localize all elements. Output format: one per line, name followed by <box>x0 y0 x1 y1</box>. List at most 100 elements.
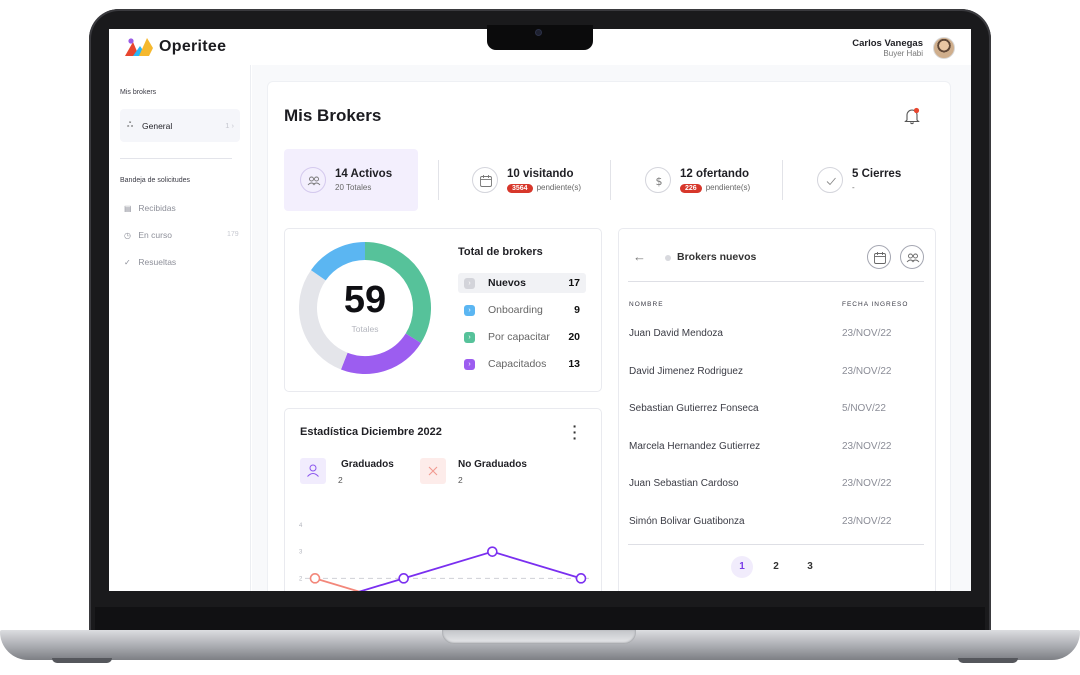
divider <box>628 544 924 545</box>
users-button[interactable] <box>900 245 924 269</box>
laptop-foot <box>52 658 112 663</box>
y-tick-label: 2 <box>299 576 303 582</box>
data-point[interactable] <box>575 573 587 584</box>
laptop-groove <box>442 630 636 644</box>
sidebar-item-general[interactable]: ஃ General 1 › <box>120 109 240 142</box>
stat-subtitle: 226 pendiente(s) <box>680 183 750 193</box>
y-tick-label: 4 <box>299 523 303 529</box>
data-point[interactable] <box>309 573 321 584</box>
users-icon: ஃ <box>127 120 134 129</box>
legend-value: 17 <box>568 277 580 289</box>
user-role: Buyer Habi <box>883 49 923 58</box>
calendar-icon <box>874 252 886 264</box>
page-button-2[interactable]: 2 <box>773 561 779 572</box>
avatar[interactable] <box>933 37 955 59</box>
data-point[interactable] <box>398 573 409 584</box>
divider <box>628 281 924 282</box>
divider <box>438 160 439 200</box>
users-icon <box>300 167 326 193</box>
clock-icon: ◷ <box>124 231 131 240</box>
stat-activos[interactable]: 14 Activos 20 Totales <box>284 149 418 211</box>
sidebar-section-title: Mis brokers <box>120 89 157 96</box>
table-row-date: 23/NOV/22 <box>842 328 892 339</box>
check-icon: ✓ <box>124 258 131 267</box>
series-line-no-graduados <box>314 577 361 591</box>
no-graduados-value: 2 <box>458 475 463 485</box>
column-header-fecha: FECHA INGRESO <box>842 301 909 308</box>
data-point[interactable] <box>487 546 498 557</box>
no-graduados-label: No Graduados <box>458 459 527 470</box>
y-tick-label: 3 <box>299 550 303 556</box>
brokers-nuevos-title: Brokers nuevos <box>677 251 757 263</box>
page-title: Mis Brokers <box>284 106 382 125</box>
dollar-icon: $ <box>645 167 671 193</box>
calendar-button[interactable] <box>867 245 891 269</box>
back-arrow-icon[interactable]: ← <box>633 249 646 264</box>
graduate-icon <box>300 458 326 484</box>
donut-total-label: Totales <box>351 324 379 334</box>
app-header: Operitee Carlos Vanegas Buyer Habi <box>109 29 971 65</box>
calendar-icon <box>472 167 498 193</box>
stat-cierres[interactable]: 5 Cierres - <box>801 149 941 211</box>
donut-segment-nuevos <box>299 270 348 370</box>
donut-segment-capacitados <box>340 333 421 374</box>
legend-label: Onboarding <box>488 304 543 316</box>
laptop-foot <box>958 658 1018 663</box>
table-row-date: 23/NOV/22 <box>842 478 892 490</box>
document-icon: ▤ <box>124 204 132 213</box>
check-icon <box>817 167 843 193</box>
stat-ofertando[interactable]: $ 12 ofertando 226 pendiente(s) <box>629 149 779 211</box>
page-button-1[interactable]: 1 <box>731 556 753 578</box>
estadistica-title: Estadística Diciembre 2022 <box>300 426 442 438</box>
donut-chart <box>299 242 431 374</box>
sidebar-item-count: 1 › <box>225 121 234 130</box>
stat-title: 12 ofertando <box>680 168 750 180</box>
stat-subtitle: - <box>852 183 855 192</box>
more-options-icon[interactable]: · · · <box>572 418 578 446</box>
stat-title: 14 Activos <box>335 168 393 180</box>
legend-label: Por capacitar <box>488 331 550 343</box>
graduados-label: Graduados <box>341 459 394 470</box>
legend-item-nuevos[interactable]: › Nuevos 17 <box>458 273 586 293</box>
close-icon <box>420 458 446 484</box>
table-row-name[interactable]: Juan David Mendoza <box>629 328 723 339</box>
pending-badge: 226 <box>680 184 702 193</box>
brand-name: Operitee <box>159 38 227 55</box>
sidebar-item-resueltas[interactable]: ✓ Resueltas <box>124 257 177 267</box>
stat-subtitle: 20 Totales <box>335 183 372 192</box>
logo-icon <box>125 38 153 56</box>
stat-visitando[interactable]: 10 visitando 3564 pendiente(s) <box>456 149 606 211</box>
table-row-name[interactable]: Juan Sebastian Cardoso <box>629 478 739 490</box>
legend-item-capacitados[interactable]: › Capacitados 13 <box>458 354 586 374</box>
stat-subtitle: 3564 pendiente(s) <box>507 183 581 193</box>
table-row-name[interactable]: Simón Bolivar Guatibonza <box>629 516 745 527</box>
chevron-right-icon: › <box>464 332 475 343</box>
laptop-chin <box>95 607 985 630</box>
chevron-right-icon: › <box>464 305 475 316</box>
column-header-nombre: NOMBRE <box>629 301 664 308</box>
legend-title: Total de brokers <box>458 246 543 258</box>
legend-label: Capacitados <box>488 358 547 370</box>
legend-item-por-capacitar[interactable]: › Por capacitar 20 <box>458 327 586 347</box>
sidebar-section-title: Bandeja de solicitudes <box>120 177 191 184</box>
legend-item-onboarding[interactable]: › Onboarding 9 <box>458 300 586 320</box>
table-row-name[interactable]: Sebastian Gutierrez Fonseca <box>629 403 759 415</box>
page-button-3[interactable]: 3 <box>807 561 813 572</box>
sidebar-item-en-curso[interactable]: ◷ En curso 179 <box>124 230 239 240</box>
sidebar-item-count: 179 <box>227 231 239 238</box>
stat-title: 10 visitando <box>507 168 574 180</box>
user-name: Carlos Vanegas <box>852 38 923 49</box>
table-row-date: 5/NOV/22 <box>842 403 886 415</box>
camera-icon <box>535 29 542 36</box>
bell-icon[interactable] <box>904 107 920 125</box>
estadistica-panel <box>284 408 602 591</box>
sidebar-item-recibidas[interactable]: ▤ Recibidas <box>124 203 176 213</box>
table-row-date: 23/NOV/22 <box>842 516 892 527</box>
graduados-value: 2 <box>338 475 343 485</box>
table-row-name[interactable]: Marcela Hernandez Gutierrez <box>629 440 761 452</box>
legend-label: Nuevos <box>488 277 526 289</box>
users-icon <box>906 253 920 263</box>
table-row-name[interactable]: David Jimenez Rodriguez <box>629 365 743 377</box>
donut-segment-onboarding <box>310 242 366 281</box>
sidebar: Mis brokers ஃ General 1 › Bandeja de sol… <box>109 65 251 591</box>
